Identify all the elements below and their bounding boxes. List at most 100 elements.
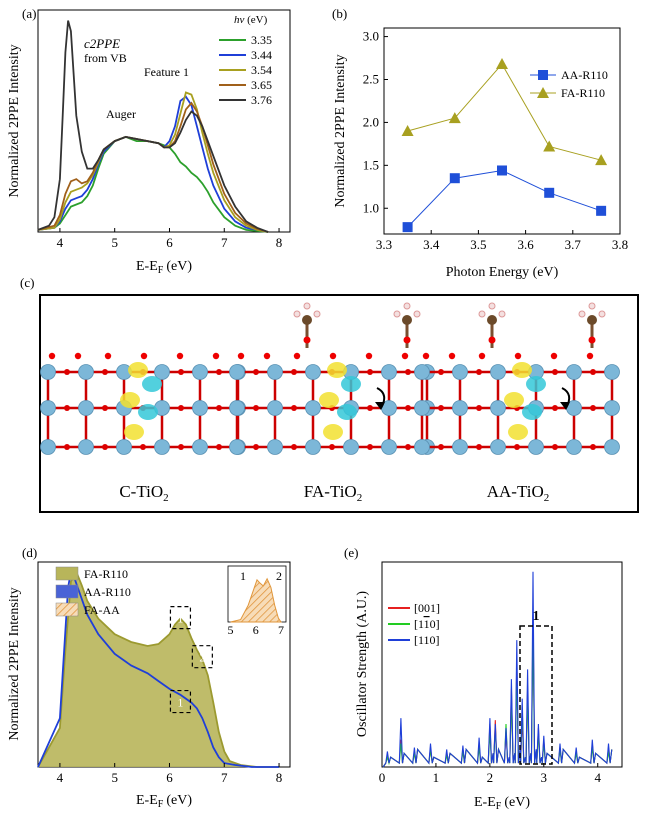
oxygen-atom — [263, 352, 271, 360]
panel-d-x-label: E-EF (eV) — [136, 793, 192, 810]
structure-label-3: AA-TiO2 — [487, 482, 550, 504]
oxygen-atom — [476, 444, 482, 450]
oxygen-atom — [403, 336, 411, 344]
structure-label-2: FA-TiO2 — [304, 482, 362, 504]
oxygen-atom — [478, 352, 486, 360]
titanium-atom — [604, 400, 620, 416]
legend-a-entry: 3.54 — [251, 63, 272, 77]
oxygen-atom — [253, 444, 259, 450]
data-point-FA-R110 — [448, 112, 461, 124]
feature-box-2 — [191, 645, 213, 669]
legend-a-entry: 3.44 — [251, 48, 272, 62]
hydrogen-atom — [303, 302, 311, 310]
panel-b: (b) 3.3 3.4 3.5 3.6 3.7 3.8 1.0 1.5 2.0 2.5 3.0 AA… — [332, 6, 628, 280]
panel-b-y-tick-label: 2.0 — [363, 114, 379, 129]
legend-b-marker — [538, 70, 548, 80]
feature-box-3 — [169, 689, 192, 714]
data-point-FA-R110 — [496, 58, 508, 70]
orbital-isosurface — [337, 404, 357, 420]
hydrogen-atom — [488, 302, 496, 310]
oxygen-atom — [291, 405, 297, 411]
hydrogen-atom — [293, 310, 301, 318]
oxygen-atom — [291, 444, 297, 450]
hydrogen-atom — [393, 310, 401, 318]
annotation-feature-1: Feature 1 — [144, 65, 189, 79]
titanium-atom — [40, 400, 56, 416]
panel-e-x-label: E-EF (eV) — [474, 795, 530, 812]
structure-label-subscript: 2 — [544, 492, 550, 504]
legend-d-swatch — [55, 584, 79, 599]
panel-a-x-tick-label: 7 — [221, 235, 228, 250]
panel-a-x-tick-label: 4 — [57, 235, 64, 250]
oxygen-atom — [74, 352, 82, 360]
panel-a-x-label-sub: F — [158, 265, 164, 276]
panel-b-x-label: Photon Energy (eV) — [446, 265, 559, 280]
series-line-[1-10] — [382, 630, 613, 768]
oxygen-atom — [590, 444, 596, 450]
titanium-atom — [566, 439, 582, 455]
structure-label-subscript: 2 — [357, 492, 363, 504]
titanium-atom — [116, 439, 132, 455]
panel-d-x-tick-label: 8 — [276, 770, 283, 785]
panel-a-x-label-unit: (eV) — [166, 259, 192, 274]
oxygen-atom — [216, 369, 222, 375]
panel-b-y-label: Normalized 2PPE Intensity — [333, 54, 348, 207]
panel-b-series — [401, 58, 608, 233]
panel-e-series — [382, 571, 613, 768]
panel-d-x-tick-label: 5 — [111, 770, 118, 785]
data-point-AA-R110 — [497, 165, 507, 176]
orbital-isosurface — [341, 376, 361, 392]
oxygen-atom — [212, 352, 220, 360]
titanium-atom — [229, 439, 245, 455]
titanium-atom — [566, 364, 582, 380]
oxygen-atom — [293, 352, 301, 360]
feature-box-1 — [169, 606, 192, 630]
panel-b-x-tick-label: 3.3 — [376, 237, 392, 252]
oxygen-atom — [367, 405, 373, 411]
legend-e-part: [1 — [414, 617, 424, 631]
carbon-atom — [587, 315, 597, 325]
titanium-atom — [40, 364, 56, 380]
hydrogen-atom — [413, 310, 421, 318]
titanium-atom — [229, 364, 245, 380]
panel-d-x-tick-label: 4 — [57, 770, 64, 785]
oxygen-atom — [102, 444, 108, 450]
series-line-[110] — [382, 571, 613, 768]
structure-label-subscript: 2 — [163, 492, 169, 504]
oxygen-atom — [488, 336, 496, 344]
titanium-atom — [452, 364, 468, 380]
titanium-atom — [452, 400, 468, 416]
oxygen-atom — [405, 444, 411, 450]
panel-a-x-label-main: E-E — [136, 259, 158, 274]
panel-b-y-tick-label: 1.0 — [363, 200, 379, 215]
panel-a-series — [37, 20, 269, 233]
titanium-atom — [192, 364, 208, 380]
carbon-atom — [487, 315, 497, 325]
panel-c-label: (c) — [20, 275, 34, 290]
oxygen-atom — [552, 369, 558, 375]
oxygen-atom — [176, 352, 184, 360]
panel-b-x-tick-label: 3.5 — [470, 237, 486, 252]
oxygen-atom — [216, 444, 222, 450]
titanium-atom — [490, 400, 506, 416]
legend-a-entry: 3.65 — [251, 78, 272, 92]
titanium-atom — [267, 439, 283, 455]
titanium-atom — [381, 439, 397, 455]
titanium-atom — [381, 364, 397, 380]
titanium-atom — [192, 439, 208, 455]
panel-c: (c) C-TiO2 FA-TiO2 AA-TiO2 — [20, 275, 639, 513]
panel-d-feature-boxes: 1 2 1 — [169, 606, 213, 714]
oxygen-atom — [367, 369, 373, 375]
data-point-FA-R110 — [595, 154, 608, 166]
titanium-atom — [414, 439, 430, 455]
oxygen-atom — [514, 444, 520, 450]
oxygen-atom — [253, 369, 259, 375]
oxygen-atom — [64, 369, 70, 375]
data-point-FA-R110 — [401, 125, 414, 136]
series-line-3.76 — [37, 20, 269, 233]
titanium-atom — [414, 400, 430, 416]
panel-d-x-label-unit: (eV) — [166, 793, 192, 808]
oxygen-atom — [365, 352, 373, 360]
